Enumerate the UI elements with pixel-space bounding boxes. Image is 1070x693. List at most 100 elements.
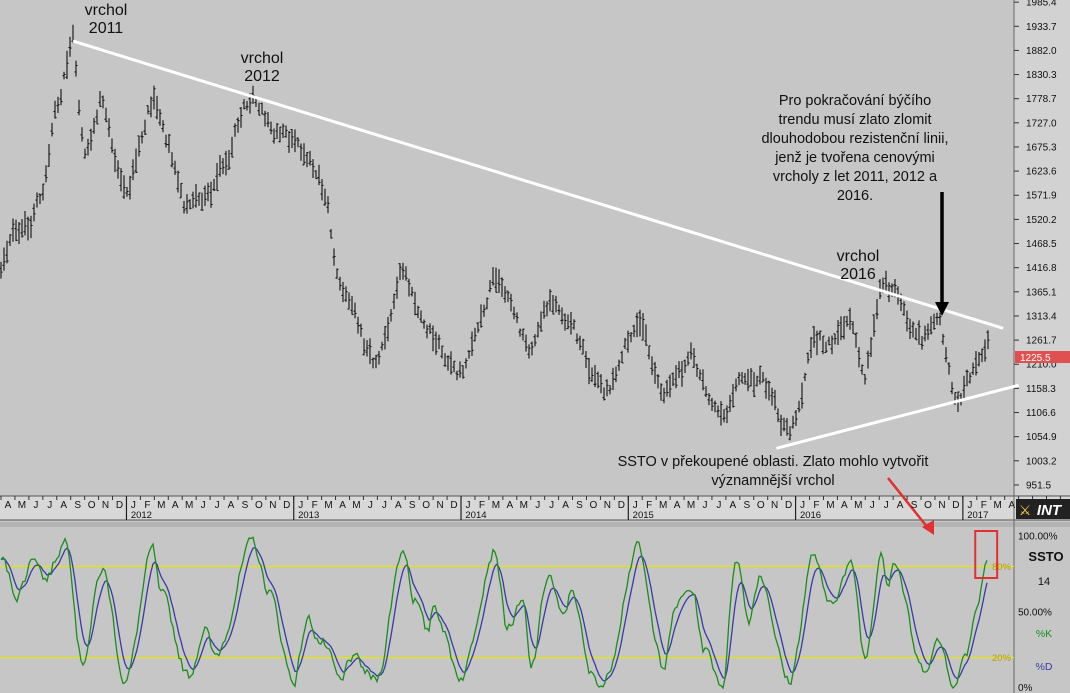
price-bar	[557, 304, 561, 315]
month-label: N	[269, 500, 276, 511]
price-bar	[677, 361, 681, 379]
price-bar	[17, 222, 21, 244]
price-bar	[350, 295, 354, 315]
price-bar	[695, 363, 699, 377]
ssto-title: SSTO	[1028, 549, 1063, 564]
price-bar	[671, 372, 675, 387]
price-bar	[809, 336, 813, 359]
price-bar	[167, 133, 171, 154]
month-label: J	[800, 500, 805, 511]
price-bar	[803, 372, 807, 381]
price-bar	[416, 305, 420, 318]
price-bar	[5, 240, 9, 264]
support-trendline	[776, 383, 1019, 450]
price-bar	[443, 353, 447, 367]
price-bar	[410, 286, 414, 297]
month-label: M	[324, 500, 332, 511]
price-bar	[389, 308, 393, 322]
price-bar	[983, 339, 987, 362]
price-bar	[77, 99, 81, 116]
price-bar	[917, 320, 921, 345]
price-bar	[539, 311, 543, 332]
resistance-note-annotation: Pro pokračování býčího trendu musí zlato …	[761, 93, 948, 204]
price-bar	[137, 135, 141, 157]
price-bar	[797, 400, 801, 413]
price-bar	[338, 276, 342, 291]
price-bar	[461, 365, 465, 379]
price-bar	[38, 193, 42, 205]
month-label: J	[716, 500, 721, 511]
price-bar	[563, 313, 567, 331]
price-bar	[602, 387, 606, 401]
price-bar	[974, 351, 978, 376]
price-bar	[446, 355, 450, 371]
resistance-note-line: trendu musí zlato zlomit	[778, 112, 931, 128]
price-bar	[386, 316, 390, 342]
price-bar	[872, 314, 876, 337]
price-tick-label: 1261.7	[1026, 336, 1057, 347]
price-bar	[968, 372, 972, 384]
price-bar	[146, 105, 150, 115]
price-y-axis: 1985.4 1933.7 1882.0 1830.3 1778.7 1727.0 1675…	[1014, 0, 1057, 491]
month-label: N	[604, 500, 611, 511]
year-label: 2012	[131, 510, 152, 521]
month-label: M	[520, 500, 528, 511]
price-bar	[698, 369, 702, 381]
price-bar	[29, 215, 33, 239]
price-bar	[761, 371, 765, 383]
price-bar	[92, 117, 96, 134]
price-bar	[20, 218, 24, 238]
price-bar	[800, 382, 804, 409]
month-label: A	[5, 500, 12, 511]
price-bar	[359, 323, 363, 337]
price-bar	[134, 148, 138, 173]
price-bar	[392, 293, 396, 310]
price-bar	[212, 178, 216, 191]
price-bar	[308, 150, 312, 166]
price-bar	[947, 362, 951, 375]
price-bar	[479, 304, 483, 328]
price-tick-label: 1623.6	[1026, 167, 1057, 178]
month-label: N	[771, 500, 778, 511]
int-logo: INT ⚔	[1016, 499, 1070, 519]
month-label: D	[116, 500, 123, 511]
price-bar	[329, 228, 333, 239]
price-bar	[548, 289, 552, 312]
price-bar	[767, 380, 771, 401]
price-bar	[578, 335, 582, 351]
price-bar	[551, 295, 555, 315]
month-label: S	[743, 500, 750, 511]
price-bar	[674, 365, 678, 389]
price-bar	[638, 309, 642, 337]
price-bar	[143, 119, 147, 135]
price-bar	[644, 324, 648, 346]
month-label: A	[395, 500, 402, 511]
price-bar	[779, 414, 783, 437]
month-label: J	[201, 500, 206, 511]
price-bar	[647, 345, 651, 360]
price-bar	[527, 344, 531, 359]
month-label: J	[33, 500, 38, 511]
month-label: O	[255, 500, 263, 511]
price-bar	[653, 361, 657, 384]
price-bar	[857, 347, 861, 368]
price-bar	[611, 367, 615, 391]
price-bar	[704, 386, 708, 398]
price-bar	[869, 337, 873, 357]
price-bar	[8, 234, 12, 246]
price-bar	[509, 293, 513, 312]
price-bar	[908, 318, 912, 339]
month-label: J	[633, 500, 638, 511]
month-label: M	[492, 500, 500, 511]
month-label: D	[785, 500, 792, 511]
price-bar	[269, 121, 273, 135]
price-bar	[680, 361, 684, 387]
price-bar	[101, 95, 105, 109]
price-bar	[86, 138, 90, 156]
price-bar	[347, 292, 351, 310]
price-bar	[560, 307, 564, 325]
price-bar	[326, 196, 330, 214]
price-bar	[830, 335, 834, 355]
price-bar	[776, 408, 780, 423]
